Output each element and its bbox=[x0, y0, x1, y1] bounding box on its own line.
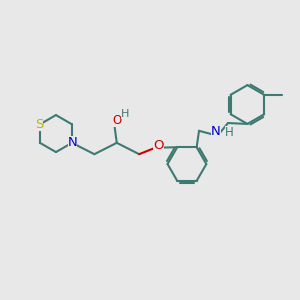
Text: S: S bbox=[35, 118, 44, 131]
Text: O: O bbox=[112, 114, 122, 127]
Text: N: N bbox=[68, 136, 77, 149]
Text: N: N bbox=[211, 125, 221, 139]
Text: H: H bbox=[224, 126, 233, 139]
Text: H: H bbox=[121, 110, 129, 119]
Text: O: O bbox=[153, 139, 164, 152]
